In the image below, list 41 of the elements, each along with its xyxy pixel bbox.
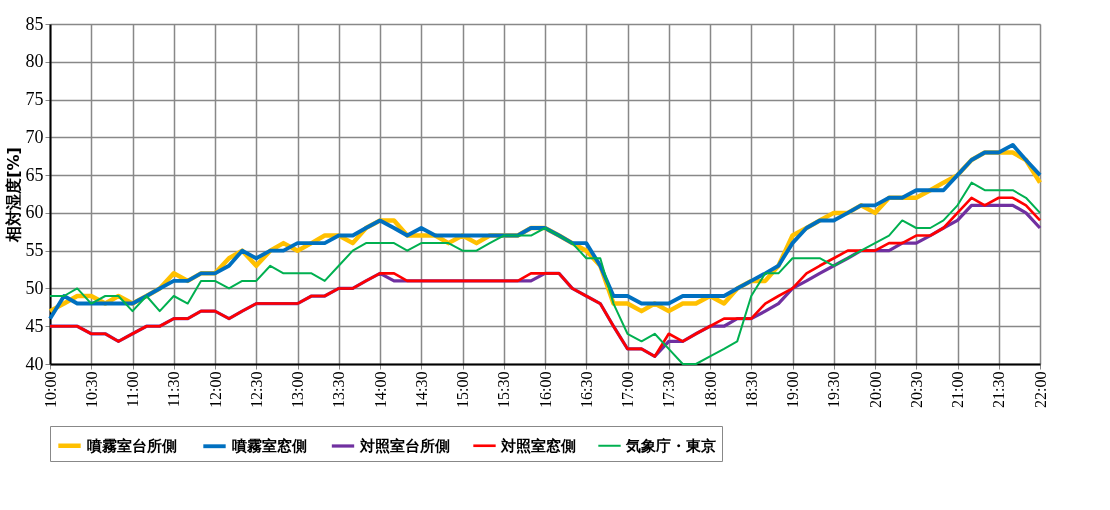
- legend-label: 噴霧室台所側: [87, 436, 177, 455]
- x-tick-label: 15:30: [495, 371, 513, 408]
- legend-label: 対照室窓側: [500, 436, 576, 455]
- x-tick-label: 11:30: [165, 371, 183, 408]
- x-tick-label: 10:30: [82, 371, 100, 408]
- x-tick-label: 11:00: [124, 371, 141, 408]
- x-tick-label: 17:00: [619, 371, 636, 408]
- y-tick-label: 75: [25, 89, 44, 110]
- x-tick-label: 13:00: [289, 371, 306, 408]
- y-tick-label: 65: [25, 164, 44, 185]
- legend-label: 気象庁・東京: [625, 436, 716, 455]
- x-tick-label: 12:00: [206, 371, 224, 408]
- x-tick-label: 12:30: [247, 371, 265, 408]
- y-tick-label: 55: [25, 240, 44, 261]
- y-tick-label: 40: [25, 353, 44, 374]
- x-tick-label: 21:00: [949, 371, 966, 408]
- legend-label: 対照室台所側: [359, 437, 450, 455]
- x-tick-label: 10:00: [41, 371, 59, 408]
- x-tick-label: 14:30: [412, 371, 430, 408]
- y-axis-title: 相対湿度[%]: [3, 147, 23, 243]
- x-tick-label: 22:00: [1031, 371, 1049, 408]
- x-tick-label: 16:30: [577, 371, 595, 408]
- x-tick-label: 14:00: [371, 371, 389, 408]
- y-tick-label: 70: [25, 126, 44, 147]
- x-tick-label: 18:30: [742, 371, 760, 408]
- y-tick-label: 80: [25, 51, 44, 72]
- x-tick-label: 15:00: [454, 371, 471, 408]
- x-tick-label: 18:00: [701, 371, 719, 408]
- y-tick-label: 45: [25, 315, 44, 336]
- y-tick-label: 50: [25, 277, 44, 298]
- x-tick-label: 21:30: [990, 371, 1008, 408]
- x-tick-label: 16:00: [536, 371, 554, 408]
- x-tick-label: 17:30: [660, 371, 678, 408]
- x-tick-label: 20:00: [866, 371, 884, 408]
- x-tick-label: 13:30: [330, 371, 348, 408]
- y-tick-label: 60: [25, 202, 44, 223]
- x-tick-label: 19:30: [825, 371, 843, 408]
- x-tick-label: 20:30: [907, 371, 925, 408]
- y-tick-label: 85: [25, 13, 44, 34]
- x-tick-label: 19:00: [784, 371, 801, 408]
- legend-label: 噴霧室窓側: [232, 437, 307, 456]
